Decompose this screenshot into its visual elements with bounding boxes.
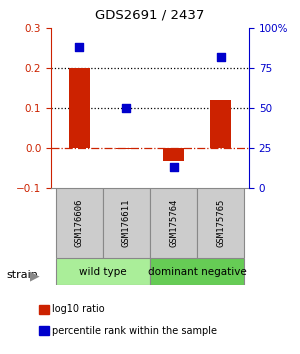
Bar <box>197 188 244 258</box>
Bar <box>56 188 103 258</box>
Point <box>124 105 129 111</box>
Text: GSM175765: GSM175765 <box>216 199 225 247</box>
Text: percentile rank within the sample: percentile rank within the sample <box>52 326 218 336</box>
Bar <box>103 188 150 258</box>
Text: strain: strain <box>6 270 38 280</box>
Bar <box>150 188 197 258</box>
Point <box>171 164 176 170</box>
Text: ▶: ▶ <box>30 269 39 282</box>
Bar <box>150 258 244 285</box>
Point <box>218 54 223 60</box>
Point <box>77 45 82 50</box>
Text: dominant negative: dominant negative <box>148 267 247 277</box>
Bar <box>163 148 184 161</box>
Text: GSM175764: GSM175764 <box>169 199 178 247</box>
Text: GSM176611: GSM176611 <box>122 199 131 247</box>
Bar <box>210 100 231 148</box>
Bar <box>56 258 150 285</box>
Text: wild type: wild type <box>79 267 127 277</box>
Bar <box>69 68 90 148</box>
Bar <box>116 148 137 149</box>
Text: GSM176606: GSM176606 <box>75 199 84 247</box>
Text: GDS2691 / 2437: GDS2691 / 2437 <box>95 9 205 22</box>
Text: log10 ratio: log10 ratio <box>52 304 105 314</box>
